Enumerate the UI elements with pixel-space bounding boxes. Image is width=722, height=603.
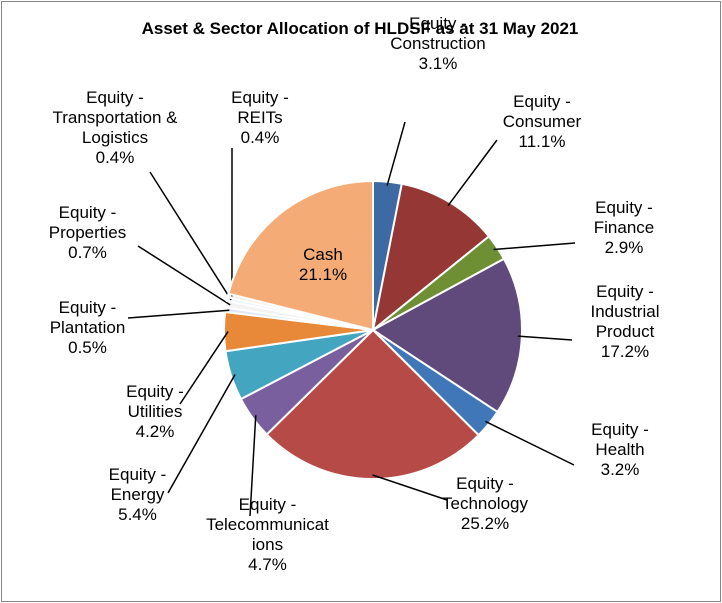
leader-line [386, 121, 406, 186]
value-label: 17.2% [600, 342, 650, 361]
value-label: 0.5% [68, 338, 107, 357]
leader-line [179, 331, 229, 405]
data-label: Equity - Construction 3.1% [380, 14, 496, 74]
category-label: Equity - Transportation & Logistics [52, 88, 178, 147]
category-label: Cash [303, 245, 343, 264]
value-label: 4.2% [135, 422, 175, 441]
category-label: Equity - Industrial Product [590, 282, 660, 341]
data-label: Equity - REITs 0.4% [215, 88, 305, 148]
leader-line [167, 374, 236, 494]
leader-line [447, 139, 498, 207]
chart-title: Asset & Sector Allocation of HLDSF as at… [141, 19, 579, 38]
category-label: Equity - Finance [593, 198, 655, 237]
pie-slice [227, 179, 374, 332]
leader-line [127, 309, 230, 319]
data-label: Equity - Health 3.2% [570, 420, 670, 480]
data-label: Equity - Finance 2.9% [570, 198, 678, 258]
category-label: Equity - Plantation [49, 298, 126, 337]
data-label: Cash 21.1% [263, 245, 383, 285]
data-label: Equity - Telecommunications 4.7% [205, 495, 330, 575]
data-label: Equity - Utilities 4.2% [100, 382, 210, 442]
value-label: 11.1% [518, 132, 566, 151]
data-label: Equity - Properties 0.7% [30, 203, 145, 263]
leader-line [372, 474, 448, 501]
value-label: 5.4% [118, 505, 157, 524]
leader-line [493, 242, 576, 251]
category-label: Equity - Telecommunications [206, 495, 329, 554]
value-label: 4.7% [248, 555, 287, 574]
value-label: 25.2% [460, 514, 510, 533]
data-label: Equity - Energy 5.4% [90, 465, 185, 525]
data-label: Equity - Technology 25.2% [420, 474, 550, 534]
leader-line [485, 420, 575, 466]
value-label: 0.4% [240, 128, 280, 147]
data-label: Equity - Consumer 11.1% [480, 92, 604, 152]
value-label: 0.7% [68, 243, 107, 262]
category-label: Equity - Properties [48, 203, 127, 242]
leader-line [517, 335, 573, 341]
leader-line [149, 171, 232, 301]
category-label: Equity - REITs [231, 88, 289, 127]
leader-line [137, 245, 231, 306]
value-label: 2.9% [604, 238, 644, 257]
leader-line [249, 415, 257, 517]
category-label: Equity - Technology [441, 474, 528, 513]
data-label: Equity - Transportation & Logistics 0.4% [40, 88, 190, 168]
value-label: 21.1% [298, 265, 348, 284]
value-label: 3.2% [600, 460, 640, 479]
value-label: 3.1% [418, 54, 458, 73]
category-label: Equity - Construction [390, 14, 486, 53]
category-label: Equity - Consumer [502, 92, 582, 131]
category-label: Equity - Health [591, 420, 649, 459]
category-label: Equity - Utilities [126, 382, 184, 421]
pie-slice [265, 328, 481, 480]
data-label: Equity - Plantation 0.5% [30, 298, 145, 358]
category-label: Equity - Energy [108, 465, 167, 504]
value-label: 0.4% [95, 148, 135, 167]
data-label: Equity - Industrial Product 17.2% [570, 282, 680, 362]
